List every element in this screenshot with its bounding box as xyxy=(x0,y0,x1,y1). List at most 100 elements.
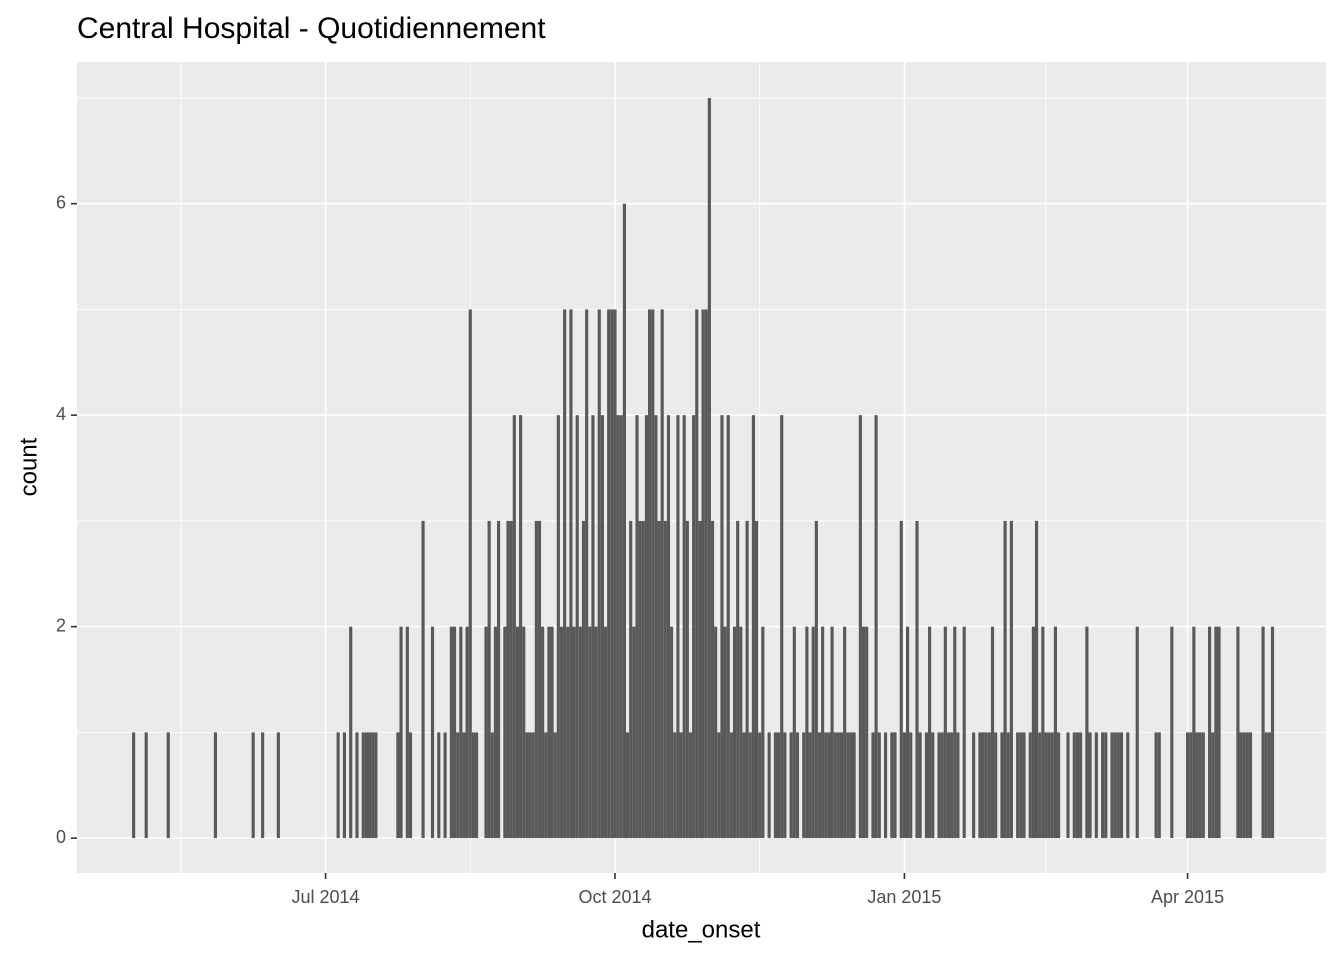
bar xyxy=(1003,520,1007,839)
bar xyxy=(471,732,475,839)
y-tick-label: 6 xyxy=(56,192,66,212)
bar xyxy=(849,732,853,839)
bar xyxy=(578,626,582,839)
bar xyxy=(1079,732,1083,839)
bar xyxy=(474,732,479,839)
bar xyxy=(1050,732,1054,839)
bar xyxy=(1041,626,1045,839)
bar xyxy=(758,732,762,839)
bar xyxy=(915,520,919,839)
bar xyxy=(1211,732,1215,839)
bar xyxy=(1157,732,1161,839)
bar xyxy=(814,520,818,839)
bar xyxy=(883,732,888,839)
bar xyxy=(276,732,280,839)
bar xyxy=(732,626,737,839)
bar xyxy=(512,415,516,839)
bar xyxy=(937,732,941,839)
bar xyxy=(261,732,265,839)
bar xyxy=(459,626,463,839)
bar xyxy=(1094,732,1098,839)
x-tick-label: Apr 2015 xyxy=(1151,887,1224,907)
bar xyxy=(503,626,507,839)
bar xyxy=(1057,732,1061,839)
bar xyxy=(685,520,689,839)
bar xyxy=(1019,732,1023,839)
bar xyxy=(1006,732,1010,839)
bar xyxy=(421,520,425,839)
bar xyxy=(1154,732,1158,839)
bar xyxy=(581,520,586,839)
bar xyxy=(679,732,683,839)
chart-title: Central Hospital - Quotidiennement xyxy=(77,12,546,45)
bar xyxy=(688,732,693,839)
bar xyxy=(1113,732,1117,839)
bar xyxy=(1192,626,1196,839)
bar xyxy=(603,626,608,839)
bar xyxy=(1072,732,1076,839)
bar xyxy=(544,732,548,839)
bar xyxy=(1185,732,1190,839)
bar xyxy=(931,732,935,839)
bar xyxy=(745,520,749,839)
bar xyxy=(817,732,822,839)
bar xyxy=(1034,520,1039,839)
bar xyxy=(836,732,840,839)
bar xyxy=(1198,732,1202,839)
bar xyxy=(364,732,369,839)
bar xyxy=(396,732,400,839)
bar xyxy=(619,415,623,839)
bar xyxy=(780,415,784,839)
bar xyxy=(1047,732,1051,839)
bar xyxy=(695,309,699,839)
bar xyxy=(739,626,743,839)
bar xyxy=(405,626,409,839)
bar xyxy=(827,732,831,839)
bar xyxy=(594,626,598,839)
bar xyxy=(374,732,378,839)
bar xyxy=(707,97,711,839)
bar xyxy=(144,732,148,839)
bar xyxy=(1101,732,1105,839)
bar xyxy=(625,732,630,839)
bar xyxy=(484,626,488,839)
bar xyxy=(585,309,589,839)
bar xyxy=(833,732,837,839)
bar xyxy=(408,732,413,839)
bar xyxy=(1009,520,1013,839)
bar xyxy=(456,732,460,839)
bars xyxy=(132,97,1275,839)
bar xyxy=(984,732,988,839)
bar xyxy=(1126,732,1130,839)
bar xyxy=(534,520,538,839)
bar xyxy=(692,415,696,839)
y-tick-label: 4 xyxy=(56,404,66,424)
bar xyxy=(132,732,136,839)
bar xyxy=(852,732,856,839)
bar xyxy=(1053,626,1058,839)
bar xyxy=(632,626,636,839)
bar xyxy=(666,415,671,839)
bar xyxy=(946,732,951,839)
bar xyxy=(918,732,922,839)
axes: 0 2 4 6 Jul 2014 Oct 2014 Jan 2015 Apr 2015 xyxy=(56,192,1224,906)
bar xyxy=(1239,732,1243,839)
bar xyxy=(761,626,765,839)
bar xyxy=(563,309,567,839)
bar xyxy=(616,415,620,839)
bar xyxy=(877,732,881,839)
bar xyxy=(468,309,472,839)
x-tick-label: Jan 2015 xyxy=(867,887,941,907)
bar xyxy=(736,520,740,839)
bar xyxy=(566,626,570,839)
bar xyxy=(726,415,730,839)
bar xyxy=(1261,626,1265,839)
bar xyxy=(899,520,903,839)
bar xyxy=(449,626,453,839)
bar xyxy=(717,732,721,839)
bar xyxy=(1028,732,1032,839)
bar xyxy=(1066,732,1070,839)
bar xyxy=(1245,732,1249,839)
bar xyxy=(663,520,667,839)
bar xyxy=(519,415,523,839)
